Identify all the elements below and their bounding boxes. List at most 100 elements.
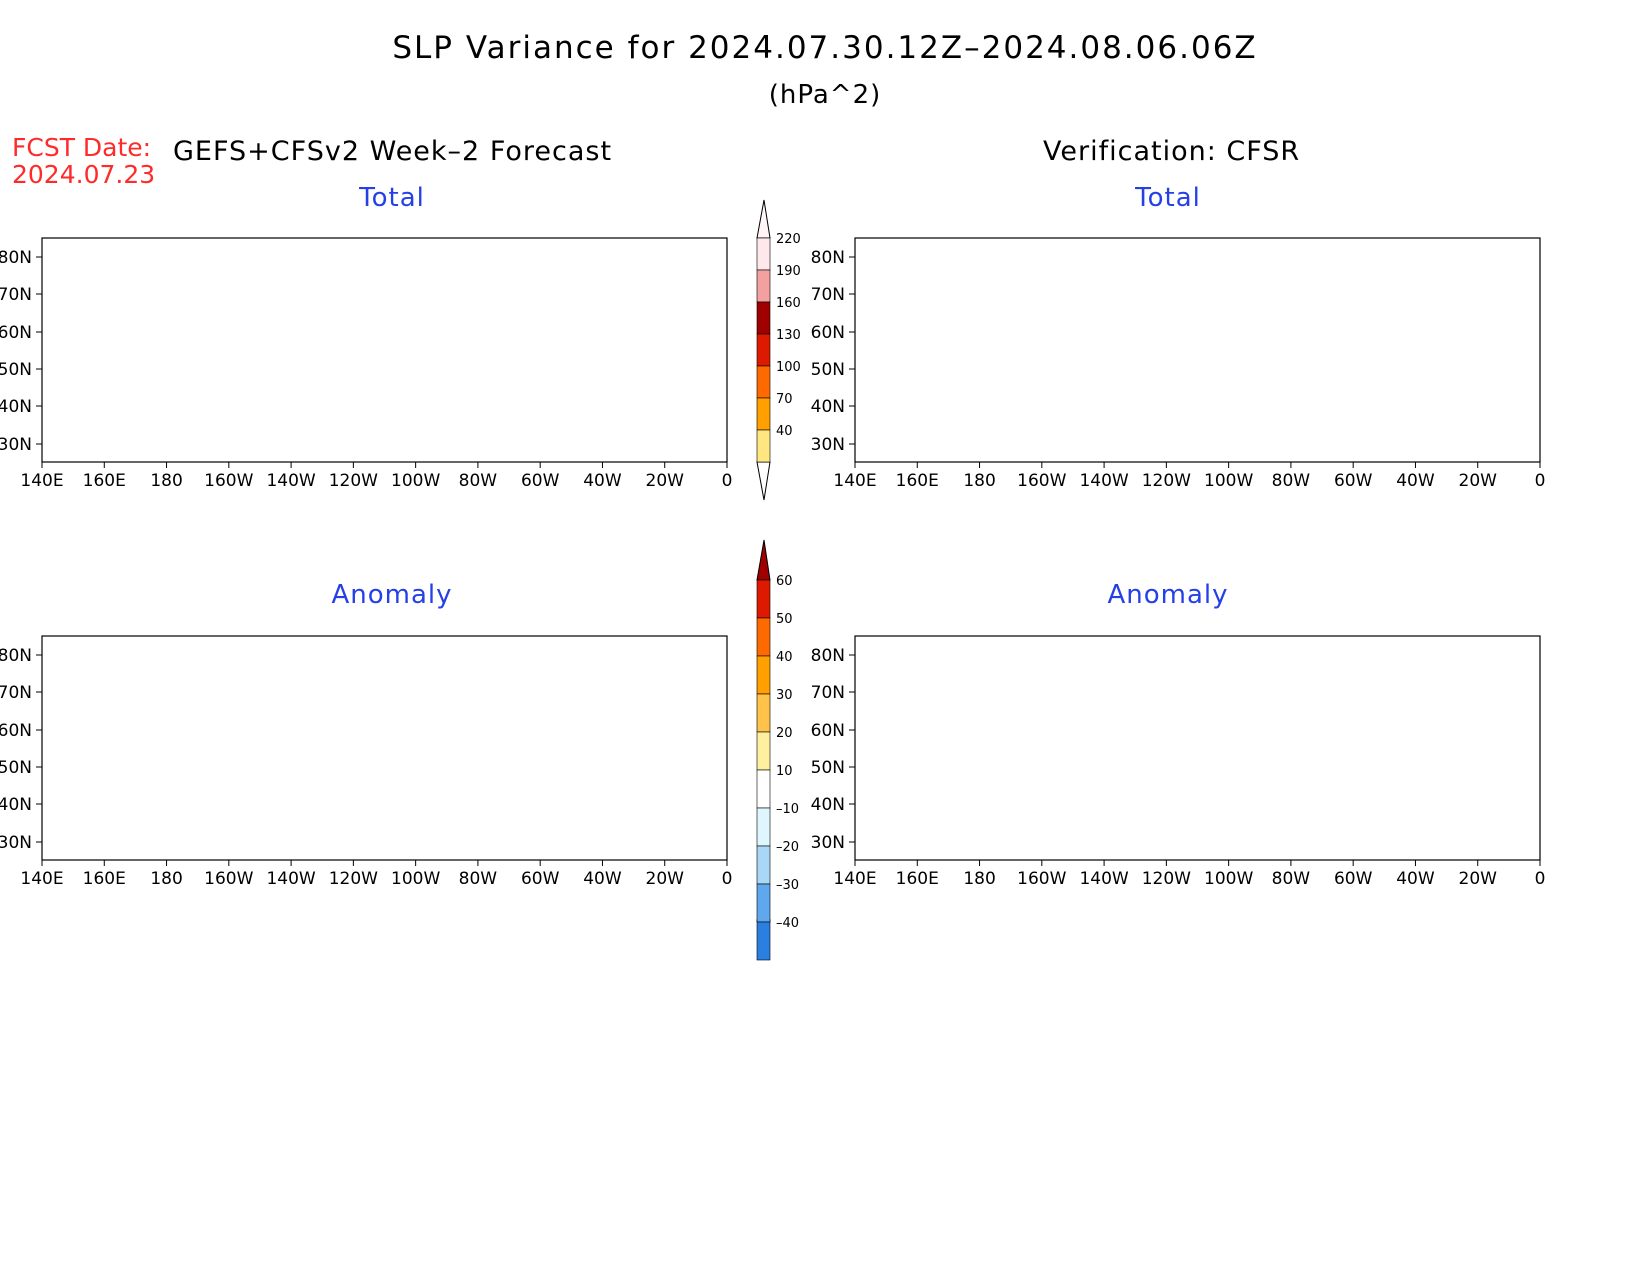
lon-label-forecast-anomaly: 120W	[329, 869, 378, 889]
lat-label-verification-total: 60N	[811, 323, 845, 343]
lat-label-verification-anomaly: 40N	[811, 795, 845, 815]
lat-label-verification-anomaly: 80N	[811, 646, 845, 666]
lat-label-verification-anomaly: 70N	[811, 683, 845, 703]
anomaly-colorbar-label: 40	[776, 650, 793, 665]
anomaly-colorbar-label: –10	[776, 802, 799, 817]
total-colorbar-swatch	[756, 365, 771, 399]
anomaly-colorbar-label: 50	[776, 612, 793, 627]
anomaly-colorbar-swatch	[756, 807, 771, 847]
total-colorbar-label: 70	[776, 392, 793, 407]
total-colorbar-swatch	[756, 333, 771, 367]
total-colorbar-swatch	[756, 269, 771, 303]
lon-label-verification-total: 0	[1535, 471, 1546, 491]
lon-label-verification-total: 120W	[1142, 471, 1191, 491]
lat-label-forecast-anomaly: 70N	[0, 683, 32, 703]
lat-label-verification-total: 40N	[811, 397, 845, 417]
anomaly-colorbar-label: 10	[776, 764, 793, 779]
lon-label-forecast-anomaly: 0	[722, 869, 733, 889]
lon-label-forecast-anomaly: 140W	[266, 869, 315, 889]
anomaly-colorbar-label: 60	[776, 574, 793, 589]
lat-label-forecast-total: 30N	[0, 435, 32, 455]
total-colorbar-swatch	[756, 237, 771, 271]
lat-label-verification-anomaly: 60N	[811, 721, 845, 741]
panel-title-verification-anomaly: Anomaly	[1107, 580, 1229, 610]
lon-label-forecast-anomaly: 140E	[20, 869, 63, 889]
lon-label-forecast-total: 80W	[459, 471, 498, 491]
anomaly-colorbar-swatch	[756, 617, 771, 657]
figure-units: (hPa^2)	[768, 80, 882, 110]
lon-label-verification-total: 60W	[1334, 471, 1373, 491]
anomaly-colorbar: 60 50 40 30 20 10 –10 –20 –30 –40	[756, 539, 799, 961]
lon-label-forecast-anomaly: 60W	[521, 869, 560, 889]
lat-label-forecast-total: 50N	[0, 360, 32, 380]
anomaly-colorbar-swatch	[756, 845, 771, 885]
lat-label-verification-total: 70N	[811, 285, 845, 305]
lon-label-forecast-anomaly: 160W	[204, 869, 253, 889]
lon-label-verification-total: 160W	[1017, 471, 1066, 491]
lon-label-verification-anomaly: 180	[963, 869, 995, 889]
total-colorbar-label: 130	[776, 328, 801, 343]
panel-title-verification-total: Total	[1135, 183, 1201, 213]
lon-label-forecast-anomaly: 80W	[459, 869, 498, 889]
lon-label-forecast-total: 20W	[646, 471, 685, 491]
panel-title-forecast-anomaly: Anomaly	[331, 580, 453, 610]
anomaly-colorbar-swatch	[756, 769, 771, 809]
anomaly-colorbar-swatch	[756, 693, 771, 733]
lon-label-verification-anomaly: 60W	[1334, 869, 1373, 889]
lon-label-forecast-total: 160W	[204, 471, 253, 491]
lat-label-verification-total: 30N	[811, 435, 845, 455]
lon-label-verification-total: 180	[963, 471, 995, 491]
total-colorbar-label: 100	[776, 360, 801, 375]
lon-label-verification-total: 40W	[1396, 471, 1435, 491]
fcst-date-label: FCST Date:	[12, 133, 152, 162]
lon-label-forecast-anomaly: 40W	[583, 869, 622, 889]
lon-label-forecast-total: 60W	[521, 471, 560, 491]
total-colorbar-label: 160	[776, 296, 801, 311]
total-colorbar-swatch	[756, 397, 771, 431]
lat-label-forecast-anomaly: 40N	[0, 795, 32, 815]
lat-label-forecast-anomaly: 50N	[0, 758, 32, 778]
total-colorbar-swatch	[756, 429, 771, 463]
figure-title: SLP Variance for 2024.07.30.12Z–2024.08.…	[392, 30, 1258, 66]
total-colorbar-label: 40	[776, 424, 793, 439]
lat-label-forecast-total: 60N	[0, 323, 32, 343]
total-colorbar: 220 190 160 130 100 70 40	[756, 199, 801, 501]
map-forecast-total	[41, 237, 728, 463]
anomaly-colorbar-swatch	[756, 883, 771, 923]
lat-label-verification-anomaly: 50N	[811, 758, 845, 778]
lon-label-forecast-total: 160E	[83, 471, 126, 491]
anomaly-colorbar-label: –30	[776, 878, 799, 893]
lat-label-forecast-total: 70N	[0, 285, 32, 305]
lon-label-verification-total: 140E	[833, 471, 876, 491]
map-verification-total	[854, 237, 1541, 463]
lon-label-verification-total: 140W	[1079, 471, 1128, 491]
right-header: Verification: CFSR	[1043, 136, 1301, 167]
lat-label-forecast-total: 80N	[0, 248, 32, 268]
fcst-date: 2024.07.23	[12, 160, 156, 189]
lon-label-forecast-total: 40W	[583, 471, 622, 491]
lat-label-forecast-anomaly: 60N	[0, 721, 32, 741]
axis-labels: 80N 70N 60N 50N 40N 30N 140E 160E 180 160W 140W 120…	[0, 248, 1545, 889]
lat-label-verification-total: 50N	[811, 360, 845, 380]
lon-label-forecast-total: 180	[150, 471, 182, 491]
anomaly-colorbar-label: –40	[776, 916, 799, 931]
anomaly-colorbar-swatch	[756, 655, 771, 695]
total-colorbar-label: 190	[776, 264, 801, 279]
anomaly-colorbar-swatch	[756, 579, 771, 619]
map-forecast-anomaly	[41, 635, 728, 861]
lon-label-verification-anomaly: 160E	[896, 869, 939, 889]
anomaly-colorbar-label: –20	[776, 840, 799, 855]
lon-label-forecast-anomaly: 20W	[646, 869, 685, 889]
lon-label-forecast-anomaly: 160E	[83, 869, 126, 889]
lon-label-verification-anomaly: 100W	[1204, 869, 1253, 889]
lon-label-verification-anomaly: 120W	[1142, 869, 1191, 889]
lon-label-verification-total: 160E	[896, 471, 939, 491]
lon-label-verification-anomaly: 40W	[1396, 869, 1435, 889]
lon-label-verification-anomaly: 0	[1535, 869, 1546, 889]
lon-label-verification-anomaly: 140W	[1079, 869, 1128, 889]
lon-label-forecast-total: 0	[722, 471, 733, 491]
lat-label-verification-anomaly: 30N	[811, 833, 845, 853]
total-colorbar-label: 220	[776, 232, 801, 247]
anomaly-colorbar-swatch	[756, 731, 771, 771]
